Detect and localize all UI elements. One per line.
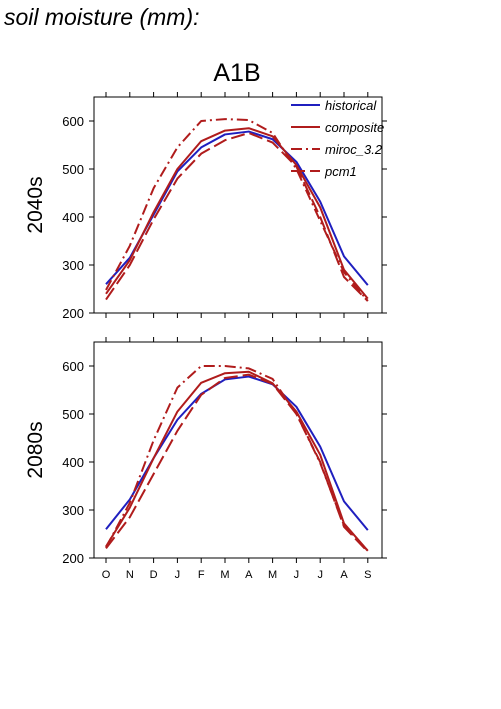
legend-label: pcm1 bbox=[324, 164, 357, 179]
x-tick-label: F bbox=[198, 569, 205, 581]
x-tick-label: J bbox=[175, 569, 181, 581]
series-line-composite bbox=[105, 127, 369, 300]
legend-label: miroc_3.2 bbox=[325, 142, 383, 157]
x-tick-label: M bbox=[268, 569, 277, 581]
y-tick-label: 500 bbox=[62, 162, 84, 177]
y-tick-label: 200 bbox=[62, 306, 84, 321]
series-line-pcm1 bbox=[105, 132, 369, 302]
legend-label: historical bbox=[325, 98, 377, 113]
y-axis-label: 2040s bbox=[24, 176, 47, 233]
series-line-historical bbox=[105, 375, 369, 531]
x-tick-label: A bbox=[340, 569, 348, 581]
y-axis-label: 2080s bbox=[24, 421, 47, 478]
y-tick-label: 300 bbox=[62, 503, 84, 518]
y-tick-label: 400 bbox=[62, 455, 84, 470]
y-tick-label: 500 bbox=[62, 407, 84, 422]
legend: historical composite miroc_3.2 pcm1 bbox=[291, 98, 384, 179]
x-tick-label: O bbox=[102, 569, 111, 581]
series-line-composite bbox=[105, 370, 369, 552]
x-tick-label: M bbox=[220, 569, 229, 581]
series-line-miroc_3.2 bbox=[105, 365, 369, 552]
plot-frame bbox=[93, 96, 383, 314]
figure-title: soil moisture (mm): bbox=[4, 4, 200, 30]
x-tick-label: S bbox=[364, 569, 371, 581]
x-tick-label: N bbox=[126, 569, 134, 581]
panel-2080s: 200 300 400 500 600 O N D J F M A M J J A S 2080s bbox=[24, 337, 387, 581]
y-tick-label: 600 bbox=[62, 114, 84, 129]
y-tick-label: 200 bbox=[62, 551, 84, 566]
legend-label: composite bbox=[325, 120, 384, 135]
x-tick-label: J bbox=[317, 569, 323, 581]
plot-frame bbox=[93, 341, 383, 559]
x-tick-label: J bbox=[294, 569, 300, 581]
scenario-title: A1B bbox=[213, 59, 260, 87]
panel-2040s: 200 300 400 500 600 2040s historical composite m… bbox=[24, 92, 387, 321]
series-line-pcm1 bbox=[105, 373, 369, 553]
x-tick-label: A bbox=[245, 569, 253, 581]
y-tick-label: 400 bbox=[62, 210, 84, 225]
y-tick-label: 600 bbox=[62, 359, 84, 374]
y-tick-label: 300 bbox=[62, 258, 84, 273]
x-tick-label: D bbox=[150, 569, 158, 581]
